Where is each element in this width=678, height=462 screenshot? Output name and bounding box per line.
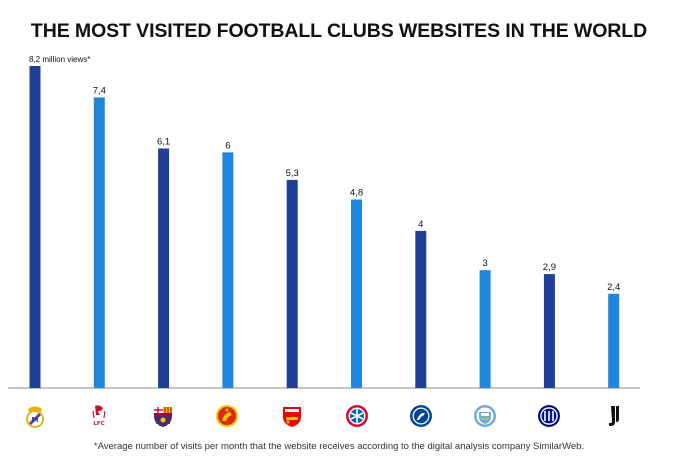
club-logos-row: M LFC: [0, 399, 678, 435]
bar-6: [351, 199, 362, 388]
data-label-5: 5,3: [286, 168, 299, 179]
bar-2: [93, 97, 105, 388]
chart-footnote: *Average number of visits per month that…: [93, 441, 585, 452]
bar-4: [222, 152, 234, 388]
data-label-6: 4,8: [350, 188, 363, 199]
arsenal-crest-icon: [283, 407, 301, 427]
data-label-1: 8,2 million views*: [29, 55, 90, 64]
bayern-munich-crest-icon: [346, 405, 368, 427]
bar-1: [29, 66, 41, 388]
data-label-7: 4: [418, 219, 423, 230]
bar-chart: 8,2 million views* 7,4 6,1 6 5,3 4,8 4 3 2,9 2,4: [8, 55, 640, 389]
data-label-2: 7,4: [93, 85, 106, 96]
bar-3: [158, 148, 170, 388]
data-label-9: 2,9: [543, 262, 556, 273]
data-label-3: 6,1: [157, 136, 170, 147]
data-label-8: 3: [482, 258, 487, 269]
data-label-4: 6: [225, 140, 230, 151]
real-madrid-crest-icon: M: [26, 406, 44, 428]
inter-crest-icon: [538, 405, 560, 427]
bar-5: [286, 179, 298, 388]
data-label-10: 2,4: [607, 282, 620, 293]
manchester-city-crest-icon: [474, 405, 496, 427]
liverpool-crest-icon: LFC: [92, 405, 106, 427]
bar-9: [543, 274, 555, 388]
bar-8: [479, 270, 491, 388]
manchester-united-crest-icon: [216, 405, 238, 427]
barcelona-crest-icon: [154, 407, 172, 427]
juventus-logo-icon: [609, 406, 619, 426]
bar-7: [415, 230, 427, 388]
chart-title: THE MOST VISITED FOOTBALL CLUBS WEBSITES…: [30, 20, 648, 42]
chelsea-crest-icon: [410, 405, 432, 427]
svg-text:M: M: [32, 416, 39, 424]
liverpool-crest-letters: LFC: [93, 421, 104, 427]
bar-10: [608, 293, 620, 388]
